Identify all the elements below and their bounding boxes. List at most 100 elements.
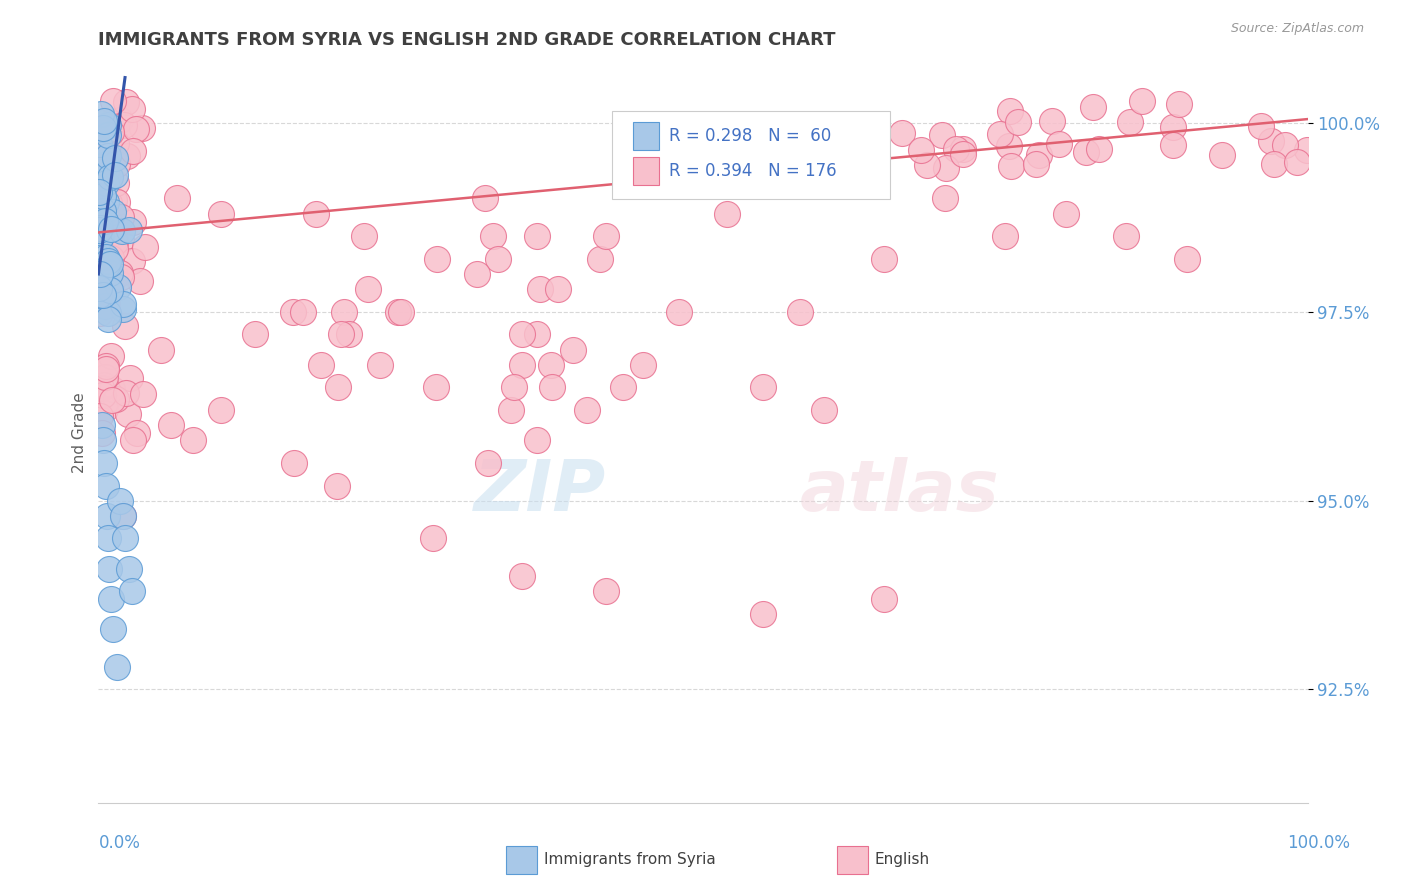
Point	[97, 175, 120, 189]
Point	[166, 191, 188, 205]
Point	[789, 304, 811, 318]
Point	[510, 327, 533, 342]
Point	[115, 95, 138, 110]
Point	[111, 297, 134, 311]
Point	[132, 386, 155, 401]
Point	[160, 418, 183, 433]
Point	[96, 508, 118, 523]
Point	[103, 205, 125, 219]
Point	[150, 343, 173, 357]
Text: Immigrants from Syria: Immigrants from Syria	[544, 853, 716, 867]
Point	[111, 508, 134, 523]
Point	[89, 409, 111, 423]
Point	[97, 532, 120, 546]
Point	[93, 114, 115, 128]
Point	[89, 282, 111, 296]
Point	[305, 206, 328, 220]
Point	[117, 407, 139, 421]
Point	[353, 229, 375, 244]
Point	[108, 493, 131, 508]
Point	[1088, 142, 1111, 156]
Point	[96, 164, 118, 178]
Point	[510, 358, 533, 372]
Point	[118, 561, 141, 575]
Point	[89, 240, 111, 254]
Point	[1119, 115, 1142, 129]
Point	[477, 456, 499, 470]
Point	[1250, 119, 1272, 133]
Point	[326, 478, 349, 492]
Point	[486, 252, 509, 266]
Point	[110, 233, 132, 247]
Point	[1211, 148, 1233, 162]
Point	[1274, 137, 1296, 152]
Point	[97, 274, 120, 288]
Point	[103, 194, 125, 208]
Point	[281, 304, 304, 318]
Text: R = 0.394   N = 176: R = 0.394 N = 176	[669, 162, 837, 180]
Point	[540, 358, 562, 372]
Point	[998, 138, 1021, 153]
Point	[90, 425, 112, 440]
Point	[89, 285, 111, 300]
Point	[105, 157, 128, 171]
Point	[89, 220, 111, 235]
Point	[1007, 115, 1029, 129]
Point	[1040, 114, 1063, 128]
Point	[91, 189, 114, 203]
Point	[561, 343, 583, 357]
Point	[482, 229, 505, 244]
Point	[96, 123, 118, 137]
Point	[87, 281, 110, 295]
Point	[181, 433, 204, 447]
Point	[93, 115, 115, 129]
Point	[1028, 147, 1050, 161]
Point	[752, 380, 775, 394]
Point	[526, 229, 548, 244]
Point	[89, 254, 111, 268]
Point	[501, 403, 523, 417]
Point	[94, 156, 117, 170]
Point	[952, 146, 974, 161]
Point	[326, 380, 349, 394]
Point	[716, 206, 738, 220]
FancyBboxPatch shape	[613, 111, 890, 200]
Point	[93, 297, 115, 311]
Point	[104, 168, 127, 182]
Point	[1161, 138, 1184, 153]
Point	[595, 229, 617, 244]
Point	[100, 125, 122, 139]
Point	[111, 301, 134, 316]
Point	[93, 300, 115, 314]
Point	[94, 299, 117, 313]
Point	[1130, 94, 1153, 108]
Point	[93, 377, 115, 392]
Point	[101, 94, 124, 108]
Point	[425, 380, 447, 394]
Point	[89, 144, 111, 158]
Point	[90, 279, 112, 293]
Point	[121, 253, 143, 268]
Point	[595, 584, 617, 599]
Point	[309, 358, 332, 372]
Point	[101, 382, 124, 396]
Point	[96, 258, 118, 272]
Point	[104, 268, 127, 283]
Point	[104, 235, 127, 249]
Point	[89, 137, 111, 152]
Text: English: English	[875, 853, 929, 867]
Point	[122, 144, 145, 158]
Point	[1260, 134, 1282, 148]
Point	[115, 386, 138, 401]
Point	[910, 143, 932, 157]
Point	[90, 381, 112, 395]
Point	[935, 161, 957, 175]
Point	[112, 508, 135, 523]
Point	[90, 122, 112, 136]
Point	[87, 223, 110, 237]
Point	[103, 233, 125, 247]
Point	[128, 274, 150, 288]
Point	[112, 118, 135, 132]
Point	[103, 243, 125, 257]
Point	[994, 229, 1017, 244]
